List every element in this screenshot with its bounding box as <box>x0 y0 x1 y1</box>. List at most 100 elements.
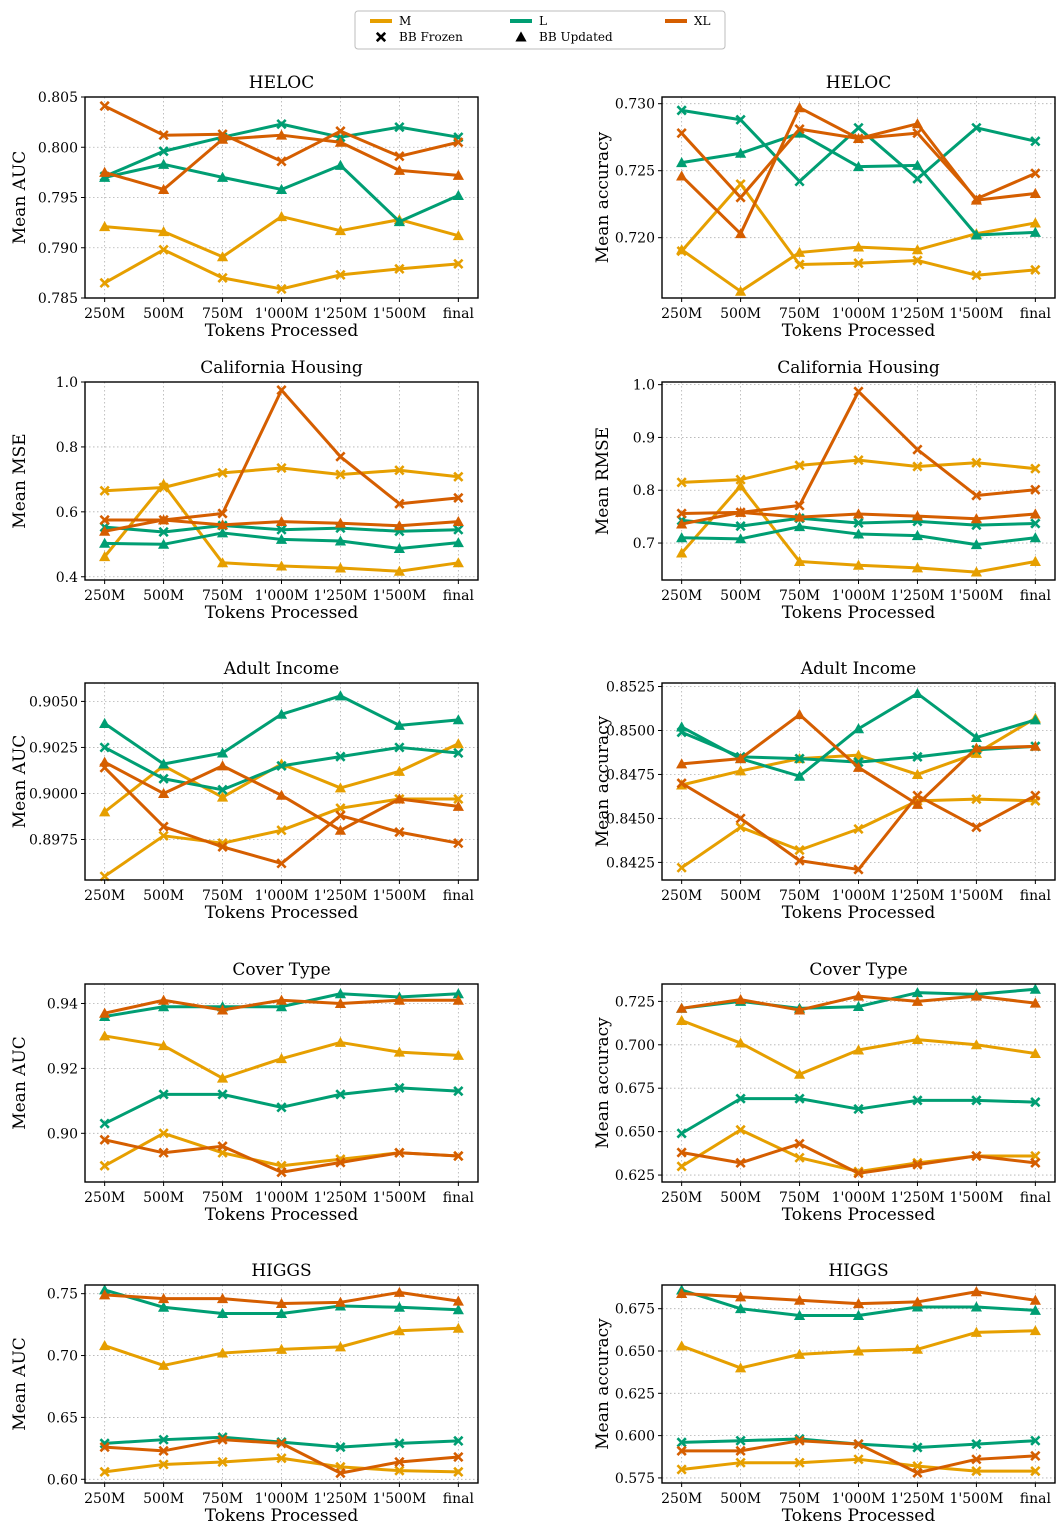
chart-panel-7: 250M 500M 750M 1'000M 1'250M 1'500M final 0.625… <box>593 960 1056 1225</box>
series-xl-frozen <box>676 1435 1041 1478</box>
x-tick-label: 1'500M <box>949 306 1003 322</box>
x-tick-label: 500M <box>720 1491 761 1507</box>
data-point <box>970 194 982 205</box>
data-point <box>452 1049 464 1060</box>
data-point <box>793 1294 806 1305</box>
y-tick-label: 1.0 <box>56 375 78 391</box>
x-tick-label: 250M <box>84 1491 125 1507</box>
series-line <box>103 694 459 766</box>
chart-title: Cover Type <box>232 960 330 980</box>
data-point <box>971 822 982 833</box>
series-xl-updated <box>676 1286 1041 1309</box>
x-axis-label: Tokens Processed <box>205 321 359 341</box>
data-point <box>1030 264 1041 275</box>
data-point <box>853 1438 864 1450</box>
data-point <box>158 158 170 169</box>
data-point <box>852 1345 865 1356</box>
data-point <box>676 1002 688 1013</box>
series-xl-frozen <box>99 100 464 167</box>
data-point <box>971 1438 982 1450</box>
data-point <box>794 460 805 471</box>
data-point <box>99 1340 111 1351</box>
data-point <box>335 126 346 137</box>
data-point <box>453 471 464 482</box>
data-point <box>99 1466 110 1477</box>
y-tick-label: 0.675 <box>615 1081 655 1097</box>
data-point <box>158 1089 169 1100</box>
data-point <box>393 793 405 804</box>
series-l-frozen <box>99 1082 464 1129</box>
chart-title: HELOC <box>826 73 891 93</box>
data-point <box>971 270 982 281</box>
x-axis-label: Tokens Processed <box>782 1205 936 1225</box>
series-xl-updated <box>676 709 1041 809</box>
data-point <box>452 714 464 725</box>
data-point <box>393 994 405 1005</box>
data-point <box>394 1456 405 1468</box>
series-xl-updated <box>99 994 464 1018</box>
data-point <box>158 1293 170 1304</box>
data-point <box>735 506 747 517</box>
data-point <box>735 147 747 158</box>
data-point <box>1030 1435 1041 1446</box>
y-axis-label: Mean MSE <box>10 433 30 528</box>
x-tick-label: 250M <box>661 1491 702 1507</box>
series-line <box>103 742 459 814</box>
data-point <box>735 1093 746 1104</box>
data-point <box>852 1309 865 1320</box>
data-point <box>393 542 405 553</box>
data-point <box>393 1325 405 1336</box>
data-point <box>335 1089 346 1100</box>
data-point <box>394 263 405 274</box>
data-point <box>1029 997 1041 1008</box>
data-point <box>158 1434 169 1445</box>
data-point <box>1029 226 1041 237</box>
data-point <box>99 551 111 562</box>
x-tick-label: 500M <box>720 588 761 604</box>
x-tick-label: 250M <box>84 588 125 604</box>
data-point <box>393 719 405 730</box>
data-point <box>394 1147 405 1158</box>
data-point <box>394 498 405 509</box>
data-point <box>334 997 347 1008</box>
data-point <box>393 164 405 175</box>
data-point <box>1029 714 1041 725</box>
y-tick-label: 0.675 <box>615 1302 655 1318</box>
series-m-frozen <box>99 244 464 295</box>
data-point <box>853 386 864 397</box>
series-m-updated <box>676 1014 1041 1079</box>
data-point <box>793 511 806 522</box>
data-point <box>1030 790 1041 801</box>
y-tick-label: 0.8 <box>633 483 655 499</box>
data-point <box>275 789 288 800</box>
data-point <box>735 765 747 776</box>
data-point <box>735 1435 746 1446</box>
y-tick-label: 0.9050 <box>29 694 78 710</box>
x-tick-label: 1'000M <box>832 588 886 604</box>
data-point <box>970 1286 982 1297</box>
data-point <box>452 557 464 568</box>
data-point <box>158 526 169 538</box>
series-line <box>680 797 1036 869</box>
chart-title: California Housing <box>777 358 940 378</box>
data-point <box>393 216 405 227</box>
data-point <box>971 1466 982 1477</box>
data-point <box>99 756 111 767</box>
data-point <box>275 1297 288 1309</box>
data-point <box>793 770 806 781</box>
data-point <box>912 790 923 801</box>
data-point <box>158 146 169 157</box>
data-point <box>853 517 864 529</box>
data-point <box>158 787 170 798</box>
data-point <box>793 521 806 532</box>
data-point <box>1029 1304 1041 1315</box>
series-m-updated <box>676 480 1041 577</box>
series-xl-updated <box>99 1286 464 1309</box>
data-point <box>217 467 228 479</box>
data-point <box>971 1150 982 1162</box>
x-tick-label: 1'500M <box>949 888 1003 904</box>
x-tick-label: 1'250M <box>314 1491 368 1507</box>
legend-frame <box>354 10 726 50</box>
data-point <box>334 562 347 573</box>
data-point <box>970 990 982 1001</box>
